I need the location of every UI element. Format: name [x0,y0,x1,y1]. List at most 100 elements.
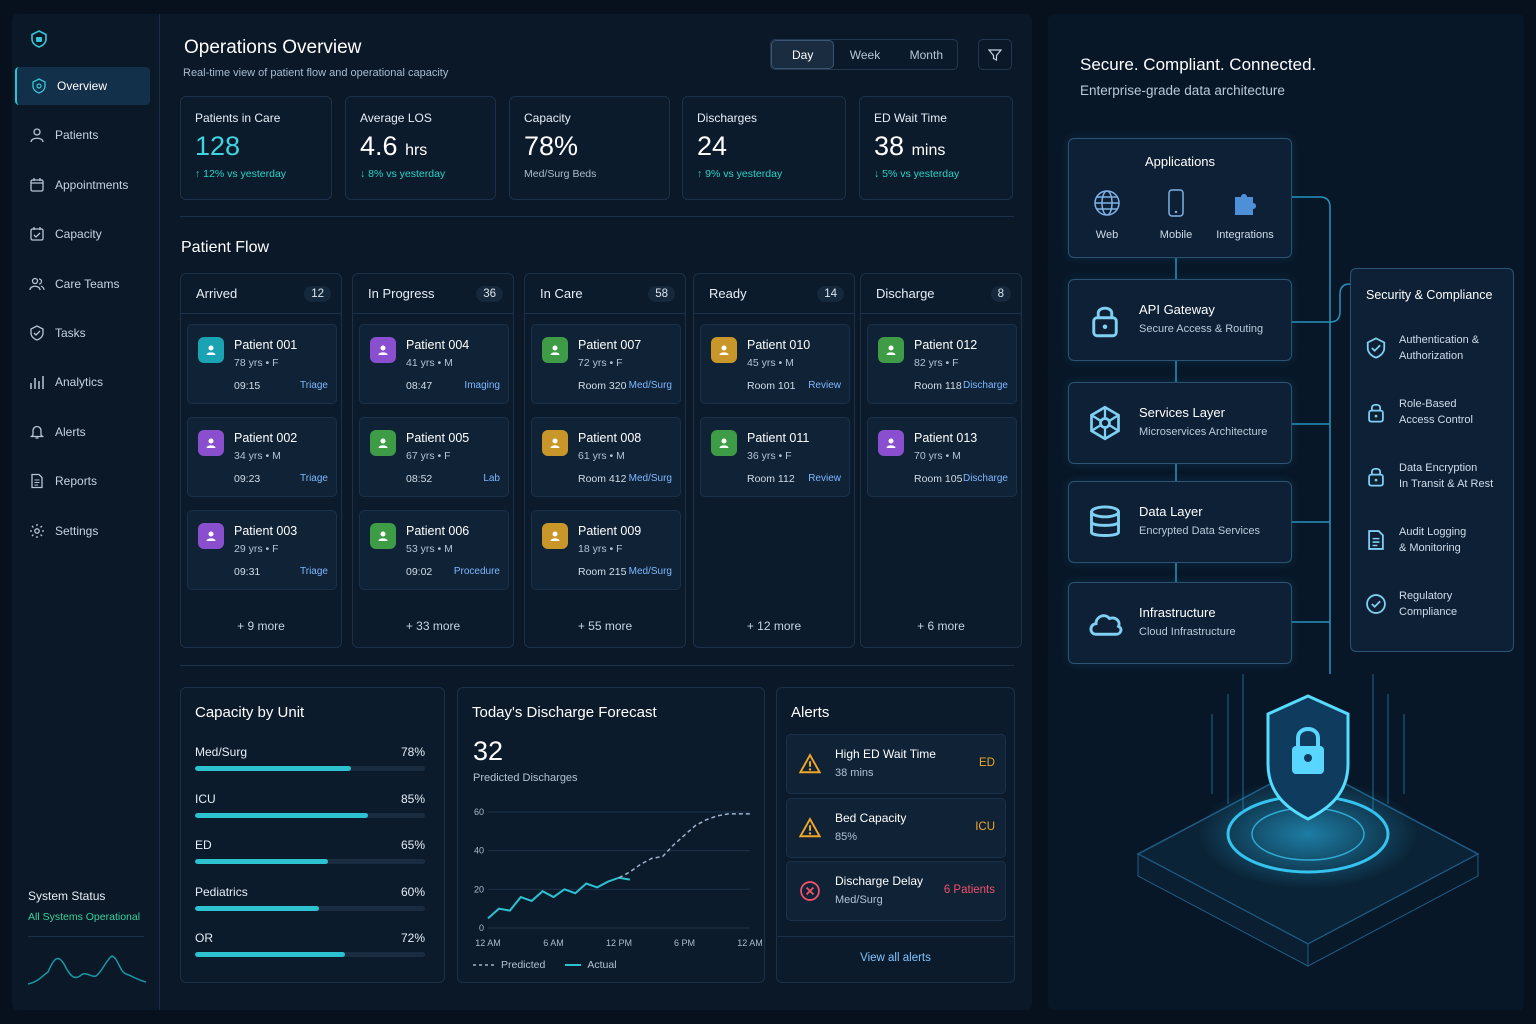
column-title: Discharge [876,286,935,301]
patient-avatar [198,430,224,456]
sidebar-item-label: Patients [55,128,99,143]
sidebar-item-patients[interactable]: Patients [15,116,150,154]
more-patients-link[interactable]: + 6 more [917,619,965,633]
range-day-button[interactable]: Day [771,40,835,69]
patient-meta: 45 yrs • M [747,357,794,369]
sidebar-item-alerts[interactable]: Alerts [15,413,150,451]
cloud-icon [1089,614,1123,636]
patient-stage-tag: Triage [300,473,328,484]
unit-progress-track [195,812,425,818]
patient-card[interactable]: Patient 013 70 yrs • M Room 105 Discharg… [867,417,1017,497]
alert-scope: ICU [975,820,995,833]
kpi-value: 38 mins [874,131,998,162]
unit-percent: 85% [400,791,425,806]
patient-card[interactable]: Patient 004 41 yrs • M 08:47 Imaging [359,324,509,404]
security-shield-illustration [1136,674,1480,967]
patient-meta: 67 yrs • F [406,450,451,462]
patient-name: Patient 001 [234,338,298,352]
patient-avatar [542,523,568,549]
bar-chart-icon [30,376,44,390]
more-patients-link[interactable]: + 12 more [746,619,802,633]
layer-subtitle: Secure Access & Routing [1139,323,1264,335]
kpi-delta: ↓ 5% vs yesterday [874,168,960,180]
patient-card[interactable]: Patient 009 18 yrs • F Room 215 Med/Surg [531,510,681,590]
patient-card[interactable]: Patient 005 67 yrs • F 08:52 Lab [359,417,509,497]
column-count-badge: 12 [304,285,331,302]
patient-name: Patient 002 [234,431,298,445]
view-all-alerts-link[interactable]: View all alerts [860,952,931,964]
patient-name: Patient 004 [406,338,470,352]
unit-percent: 65% [400,838,425,852]
patient-icon [719,345,729,355]
kpi-card: ED Wait Time 38 mins ↓ 5% vs yesterday [859,96,1013,200]
unit-name: OR [195,931,213,945]
patient-meta: 29 yrs • F [234,543,279,555]
patient-card[interactable]: Patient 007 72 yrs • F Room 320 Med/Surg [531,324,681,404]
range-week-button[interactable]: Week [849,47,881,62]
patient-card[interactable]: Patient 010 45 yrs • M Room 101 Review [700,324,850,404]
patient-time: Room 101 [747,380,796,392]
patient-card[interactable]: Patient 006 53 yrs • M 09:02 Procedure [359,510,509,590]
patient-name: Patient 008 [578,431,642,445]
range-month-button[interactable]: Month [909,47,943,62]
kpi-card: Average LOS 4.6 hrs ↓ 8% vs yesterday [345,96,496,200]
unit-progress-track [195,766,425,771]
unit-name: ICU [195,791,216,806]
kpi-label: Average LOS [360,111,432,125]
shield-check-icon [1366,337,1386,359]
patient-card[interactable]: Patient 002 34 yrs • M 09:23 Triage [187,417,337,497]
app-logo-icon [31,30,47,48]
forecast-line-chart: 0 20 40 60 12 AM 6 AM 12 PM 6 PM 12 AM [474,807,763,948]
sidebar-item-tasks[interactable]: Tasks [15,314,150,352]
page-subtitle: Real-time view of patient flow and opera… [183,67,449,79]
patient-icon [550,345,560,355]
security-item-line1: Role-Based [1399,398,1457,410]
kpi-number: 24 [697,131,728,161]
sidebar-item-reports[interactable]: Reports [15,462,150,500]
network-icon [1090,405,1120,441]
capacity-by-unit-card: Capacity by Unit Med/Surg 78% ICU 85% ED… [180,687,445,983]
sidebar-item-overview[interactable]: Overview [15,67,150,105]
sidebar-item-appointments[interactable]: Appointments [15,166,150,204]
alert-item[interactable]: Discharge Delay Med/Surg 6 Patients [786,861,1006,921]
patient-meta: 70 yrs • M [914,450,961,462]
patient-meta: 78 yrs • F [234,357,279,369]
patient-stage-tag: Procedure [453,566,500,577]
kpi-delta: ↑ 9% vs yesterday [697,168,783,180]
patient-card[interactable]: Patient 011 36 yrs • F Room 112 Review [700,417,850,497]
security-item-line2: Compliance [1399,606,1458,618]
lock-icon [1368,467,1384,487]
patient-name: Patient 010 [747,338,811,352]
calendar-check-icon [30,227,44,241]
sidebar-item-label: Appointments [55,177,129,192]
unit-progress-track [195,859,425,864]
sidebar-item-analytics[interactable]: Analytics [15,363,150,401]
patient-card[interactable]: Patient 008 61 yrs • M Room 412 Med/Surg [531,417,681,497]
filter-button[interactable] [978,39,1012,70]
unit-progress-fill [195,859,329,864]
filter-icon [988,48,1002,61]
patient-stage-tag: Triage [300,380,328,391]
chart-x-tick: 12 AM [737,938,763,948]
patient-card[interactable]: Patient 001 78 yrs • F 09:15 Triage [187,324,337,404]
sidebar-item-care-teams[interactable]: Care Teams [15,265,150,303]
sidebar-item-settings[interactable]: Settings [15,512,150,550]
patient-card[interactable]: Patient 012 82 yrs • F Room 118 Discharg… [867,324,1017,404]
chart-y-tick: 20 [474,884,484,894]
more-patients-link[interactable]: + 55 more [577,619,633,633]
sidebar-item-label: Settings [55,523,99,538]
database-icon [1090,505,1120,537]
more-patients-link[interactable]: + 33 more [405,619,461,633]
layer-title: Data Layer [1139,504,1203,519]
patient-stage-tag: Review [808,380,841,391]
alerts-title: Alerts [791,704,830,721]
more-patients-link[interactable]: + 9 more [237,619,285,633]
status-divider [28,936,144,937]
patient-card[interactable]: Patient 003 29 yrs • F 09:31 Triage [187,510,337,590]
alert-item[interactable]: Bed Capacity 85% ICU [786,797,1006,858]
security-item: Data Encryption In Transit & At Rest [1365,460,1493,492]
sidebar-item-capacity[interactable]: Capacity [15,215,150,253]
alert-item[interactable]: High ED Wait Time 38 mins ED [786,734,1006,794]
sidebar-item-label: Analytics [55,375,104,390]
lock-icon [1092,306,1118,338]
